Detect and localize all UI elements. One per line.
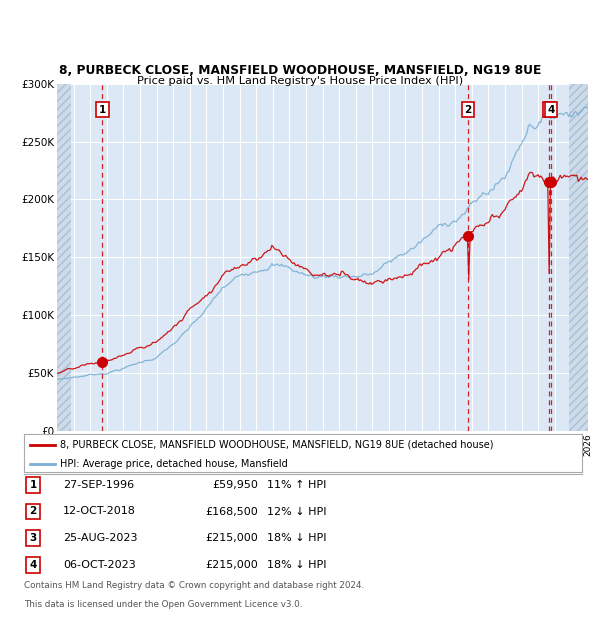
Text: 1: 1 [29, 480, 37, 490]
Text: 1: 1 [99, 105, 106, 115]
Text: 12% ↓ HPI: 12% ↓ HPI [267, 507, 326, 516]
Text: 4: 4 [29, 560, 37, 570]
Text: 18% ↓ HPI: 18% ↓ HPI [267, 560, 326, 570]
Text: 2: 2 [464, 105, 472, 115]
Text: This data is licensed under the Open Government Licence v3.0.: This data is licensed under the Open Gov… [24, 600, 302, 609]
Bar [57, 84, 71, 431]
Text: 25-AUG-2023: 25-AUG-2023 [63, 533, 137, 543]
Text: 12-OCT-2018: 12-OCT-2018 [63, 507, 136, 516]
Text: 06-OCT-2023: 06-OCT-2023 [63, 560, 136, 570]
Text: 3: 3 [545, 105, 553, 115]
Text: 8, PURBECK CLOSE, MANSFIELD WOODHOUSE, MANSFIELD, NG19 8UE: 8, PURBECK CLOSE, MANSFIELD WOODHOUSE, M… [59, 64, 541, 77]
Text: 18% ↓ HPI: 18% ↓ HPI [267, 533, 326, 543]
Bar [569, 84, 588, 431]
Text: 2: 2 [29, 507, 37, 516]
Text: £215,000: £215,000 [205, 560, 258, 570]
Text: 3: 3 [29, 533, 37, 543]
Text: £215,000: £215,000 [205, 533, 258, 543]
Text: 4: 4 [547, 105, 554, 115]
Text: Price paid vs. HM Land Registry's House Price Index (HPI): Price paid vs. HM Land Registry's House … [137, 76, 463, 86]
Text: HPI: Average price, detached house, Mansfield: HPI: Average price, detached house, Mans… [60, 459, 288, 469]
Text: £168,500: £168,500 [205, 507, 258, 516]
Text: Contains HM Land Registry data © Crown copyright and database right 2024.: Contains HM Land Registry data © Crown c… [24, 581, 364, 590]
Text: £59,950: £59,950 [212, 480, 258, 490]
Text: 27-SEP-1996: 27-SEP-1996 [63, 480, 134, 490]
Text: 11% ↑ HPI: 11% ↑ HPI [267, 480, 326, 490]
Text: 8, PURBECK CLOSE, MANSFIELD WOODHOUSE, MANSFIELD, NG19 8UE (detached house): 8, PURBECK CLOSE, MANSFIELD WOODHOUSE, M… [60, 440, 494, 450]
